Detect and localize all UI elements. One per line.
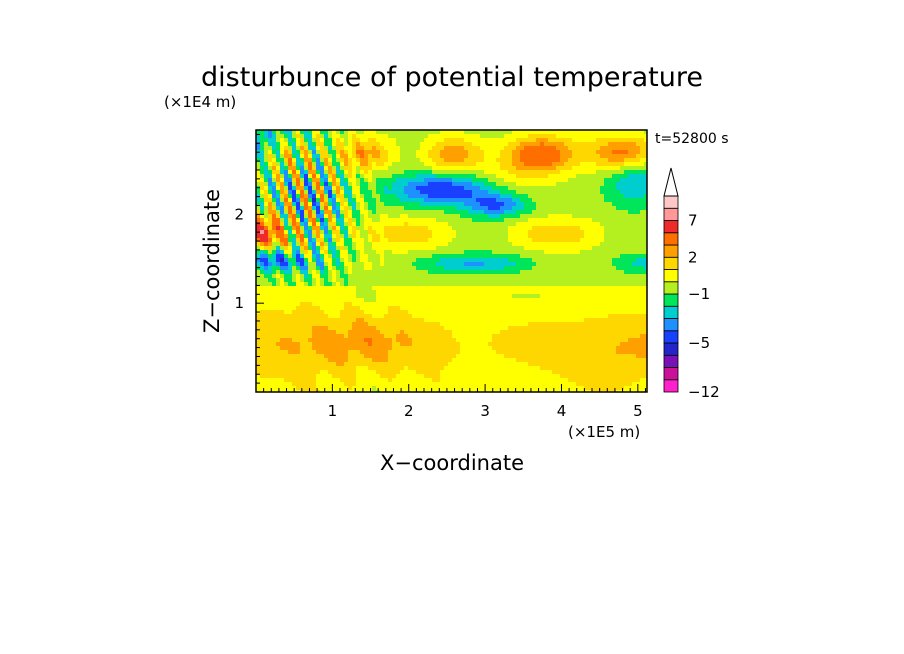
colorbar-swatch — [663, 232, 679, 246]
x-tick-label: 3 — [480, 402, 490, 420]
colorbar-swatch — [663, 244, 679, 258]
colorbar-swatch — [663, 318, 679, 332]
y-tick-label: 1 — [234, 294, 244, 312]
x-unit-label: (×1E5 m) — [568, 423, 640, 441]
colorbar-swatch — [663, 305, 679, 319]
x-tick-label: 4 — [557, 402, 567, 420]
y-axis: 12 — [234, 133, 264, 384]
colorbar-tick-label: 7 — [688, 212, 698, 230]
colorbar-swatch — [663, 330, 679, 344]
colorbar-tick-label: −1 — [688, 285, 710, 303]
colorbar-swatch — [663, 256, 679, 270]
contour-field — [256, 130, 647, 392]
colorbar-swatch — [663, 220, 679, 234]
plot-frame — [255, 129, 648, 393]
colorbar-swatch — [663, 207, 679, 221]
y-axis-label: Z−coordinate — [200, 189, 224, 333]
colorbar-swatch — [663, 281, 679, 295]
colorbar-swatch — [663, 195, 679, 209]
x-axis: 1 2 3 4 5 — [263, 384, 646, 420]
colorbar-tick-label: −12 — [688, 383, 720, 401]
colorbar-swatch — [663, 293, 679, 307]
x-tick-label: 5 — [633, 402, 643, 420]
colorbar-tick-label: 2 — [688, 248, 698, 266]
x-tick-label: 2 — [404, 402, 414, 420]
chart-title: disturbunce of potential temperature — [201, 62, 703, 93]
colorbar-swatch — [663, 269, 679, 283]
colorbar-swatch — [663, 354, 679, 368]
colorbar-swatch — [663, 379, 679, 393]
x-tick-label: 1 — [328, 402, 338, 420]
y-tick-label: 2 — [234, 205, 244, 223]
x-axis-label: X−coordinate — [380, 451, 524, 475]
y-unit-label: (×1E4 m) — [164, 93, 236, 111]
colorbar-tick-label: −5 — [688, 334, 710, 352]
time-label: t=52800 s — [655, 131, 729, 147]
colorbar-swatch — [663, 367, 679, 381]
colorbar-swatch — [663, 342, 679, 356]
colorbar-extend-arrow — [663, 167, 679, 197]
colorbar: −12−5−127 — [663, 167, 720, 401]
